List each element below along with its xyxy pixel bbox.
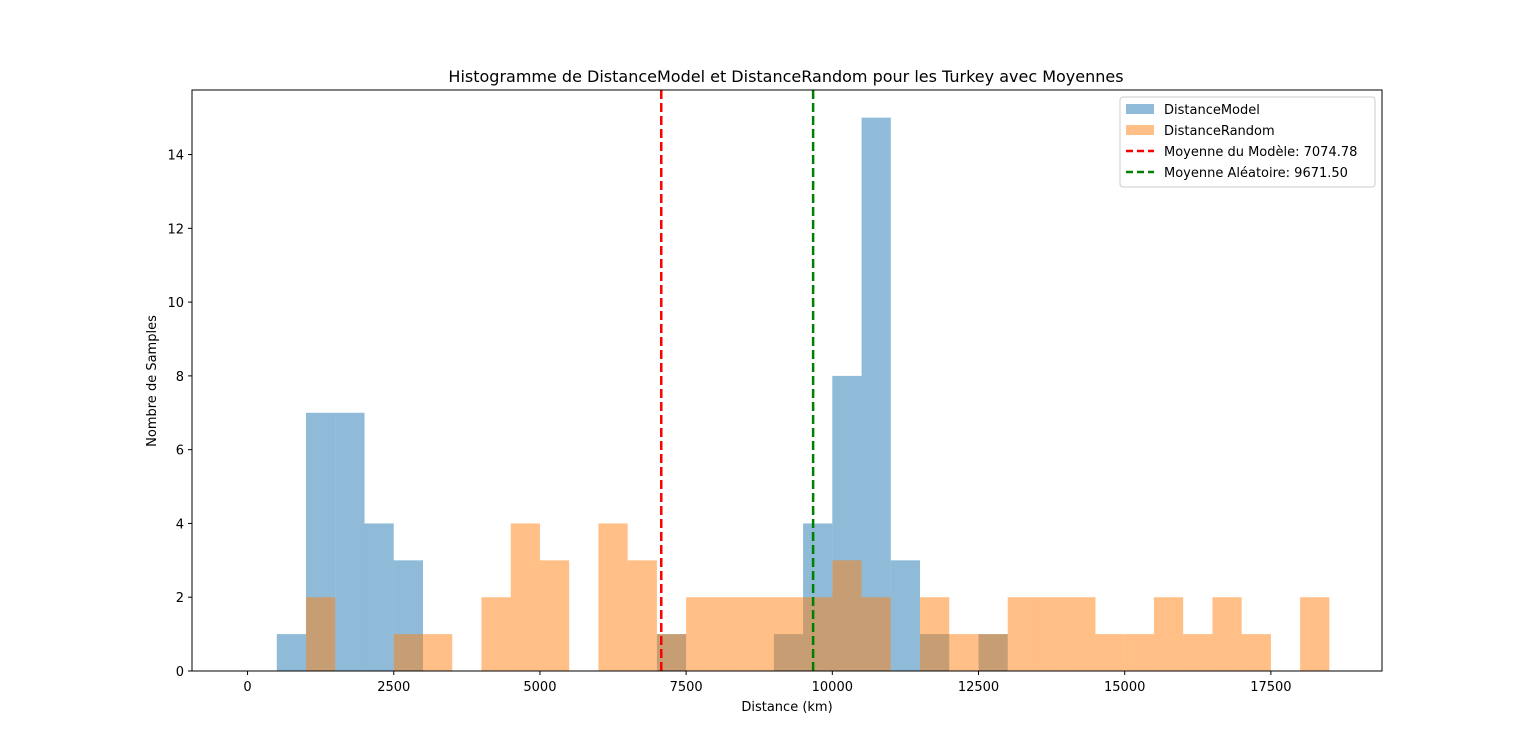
bar-distancerandom-2500 (393, 634, 423, 671)
plot-frame (191, 89, 1383, 672)
bar-distancerandom-16000 (1183, 634, 1213, 671)
bar-distancerandom-14500 (1095, 634, 1125, 671)
bar-distancerandom-9500 (803, 597, 833, 671)
bar-distancerandom-15500 (1153, 597, 1184, 671)
y-tick-label: 8 (176, 370, 184, 385)
y-tick-label: 14 (167, 149, 184, 164)
x-axis-label: Distance (km) (741, 700, 832, 715)
bar-distancerandom-12000 (949, 634, 979, 671)
bar-distancerandom-6000 (598, 523, 628, 671)
legend-label-1: DistanceRandom (1164, 124, 1275, 139)
legend-swatch-0 (1126, 104, 1154, 114)
bar-distancemodel-2000 (364, 523, 394, 671)
x-axis: 0 2500 5000 7500 10000 12500 15000 17500 (243, 671, 1292, 695)
bar-distancerandom-14000 (1066, 597, 1096, 671)
x-tick-label: 15000 (1104, 680, 1145, 695)
x-tick-label: 7500 (670, 680, 703, 695)
bar-distancerandom-10000 (832, 560, 862, 671)
bar-distancerandom-4500 (510, 523, 540, 671)
bar-distancerandom-17000 (1241, 634, 1271, 671)
x-tick-label: 0 (243, 680, 251, 695)
bar-distancerandom-8500 (744, 597, 774, 671)
legend-label-2: Moyenne du Modèle: 7074.78 (1164, 145, 1357, 160)
bar-distancerandom-3000 (422, 634, 453, 671)
x-tick-label: 2500 (377, 680, 410, 695)
x-tick-label: 12500 (958, 680, 999, 695)
x-tick-label: 5000 (523, 680, 556, 695)
bar-distancerandom-16500 (1212, 597, 1242, 671)
bar-distancerandom-5000 (539, 560, 570, 671)
bars-layer (276, 117, 1330, 671)
legend: DistanceModel DistanceRandom Moyenne du Mo… (1119, 96, 1376, 188)
bar-distancerandom-11500 (920, 597, 950, 671)
bar-distancerandom-15000 (1124, 634, 1154, 671)
y-tick-label: 4 (176, 517, 184, 532)
bar-distancerandom-12500 (978, 634, 1008, 671)
y-axis-label: Nombre de Samples (145, 315, 160, 447)
bar-distancemodel-11000 (890, 560, 921, 671)
bar-distancerandom-13500 (1036, 597, 1067, 671)
bar-distancerandom-13000 (1007, 597, 1037, 671)
chart-title: Histogramme de DistanceModel et Distance… (448, 67, 1123, 86)
bar-distancemodel-10500 (861, 117, 891, 671)
x-tick-label: 17500 (1250, 680, 1291, 695)
bar-distancerandom-9000 (773, 597, 804, 671)
legend-label-0: DistanceModel (1164, 103, 1260, 118)
legend-box (1119, 96, 1376, 188)
y-tick-label: 10 (167, 296, 184, 311)
bar-distancerandom-1000 (306, 597, 336, 671)
legend-swatch-1 (1126, 125, 1154, 135)
y-axis: 0 2 4 6 8 10 12 14 (167, 149, 192, 680)
bar-distancemodel-1500 (335, 412, 365, 671)
y-tick-label: 0 (176, 665, 184, 680)
bar-distancerandom-6500 (627, 560, 657, 671)
bar-distancerandom-4000 (481, 597, 511, 671)
bar-distancemodel-500 (276, 634, 307, 671)
mean-lines-layer (660, 90, 815, 671)
y-tick-label: 6 (176, 444, 184, 459)
legend-label-3: Moyenne Aléatoire: 9671.50 (1164, 166, 1348, 181)
bar-distancerandom-7500 (686, 597, 716, 671)
y-tick-label: 2 (176, 591, 184, 606)
bar-distancerandom-10500 (861, 597, 891, 671)
bar-distancerandom-8000 (715, 597, 745, 671)
y-tick-label: 12 (167, 222, 184, 237)
x-tick-label: 10000 (812, 680, 853, 695)
bar-distancerandom-18000 (1300, 597, 1330, 671)
